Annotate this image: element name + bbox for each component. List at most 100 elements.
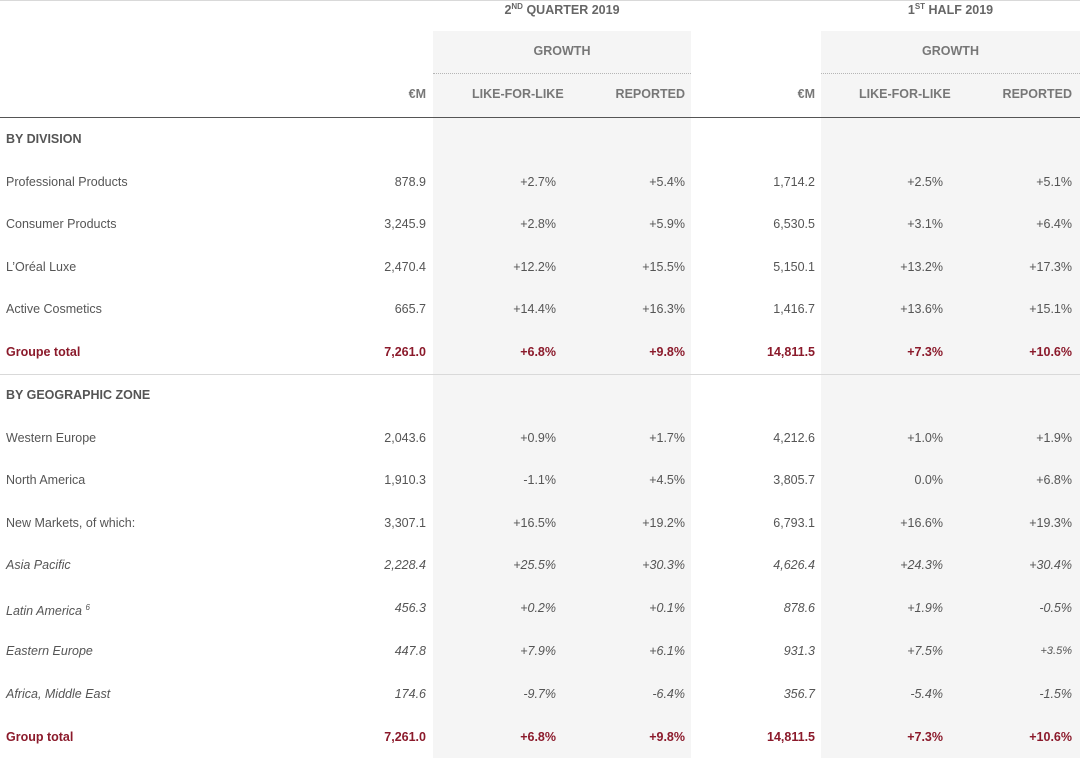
q2-em-cell: 2,043.6 [384,431,426,445]
q2-lfl-cell: -9.7% [523,687,556,701]
h1-growth-divider [821,73,1080,74]
table-row: Consumer Products 3,245.9 +2.8% +5.9% 6,… [0,214,1080,234]
q2-lfl-column-header: LIKE-FOR-LIKE [472,87,564,101]
row-label: Groupe total [6,345,81,359]
h1-lfl-cell: +16.6% [900,516,943,530]
section-heading-geographic-zone: BY GEOGRAPHIC ZONE [0,385,1080,405]
q2-lfl-cell: +14.4% [513,302,556,316]
table-row: Eastern Europe 447.8 +7.9% +6.1% 931.3 +… [0,641,1080,661]
h1-em-cell: 3,805.7 [773,473,815,487]
q2-reported-cell: +5.4% [649,175,685,189]
h1-em-cell: 1,416.7 [773,302,815,316]
table-row: Active Cosmetics 665.7 +14.4% +16.3% 1,4… [0,299,1080,319]
q2-em-cell: 174.6 [394,687,426,701]
q2-growth-header: GROWTH [533,44,591,58]
h1-reported-cell: -0.5% [1039,601,1072,615]
h1-em-cell: 4,626.4 [773,558,815,572]
h1-lfl-cell: +1.9% [907,601,943,615]
h1-period-number: 1 [907,3,915,18]
q2-em-column-header: €M [408,87,426,101]
q2-reported-cell: +1.7% [649,431,685,445]
q2-em-cell: 456.3 [394,601,426,615]
q2-lfl-cell: +12.2% [513,260,556,274]
table-row: L’Oréal Luxe 2,470.4 +12.2% +15.5% 5,150… [0,257,1080,277]
h1-reported-cell: +5.1% [1036,175,1072,189]
header-rule [0,117,1080,118]
h1-em-cell: 6,793.1 [773,516,815,530]
h1-reported-cell: +6.8% [1036,473,1072,487]
q2-em-cell: 447.8 [394,644,426,658]
q2-em-cell: 2,470.4 [384,260,426,274]
h1-em-cell: 5,150.1 [773,260,815,274]
h1-em-cell: 356.7 [783,687,815,701]
h1-em-cell: 14,811.5 [767,730,815,744]
row-label: Consumer Products [6,217,117,231]
q2-period-suffix: ND [511,2,523,11]
q2-reported-cell: -6.4% [652,687,685,701]
h1-shaded-column [821,31,1080,758]
row-label: L’Oréal Luxe [6,260,77,274]
q2-period-number: 2 [504,3,512,18]
h1-em-column-header: €M [797,87,815,101]
total-row: Group total 7,261.0 +6.8% +9.8% 14,811.5… [0,727,1080,747]
row-label: Professional Products [6,175,128,189]
h1-em-cell: 1,714.2 [773,175,815,189]
total-row: Groupe total 7,261.0 +6.8% +9.8% 14,811.… [0,342,1080,362]
section-heading-division: BY DIVISION [0,129,1080,149]
q2-reported-cell: +9.8% [649,730,685,744]
q2-em-cell: 878.9 [394,175,426,189]
h1-em-cell: 4,212.6 [773,431,815,445]
h1-lfl-cell: +2.5% [907,175,943,189]
q2-lfl-cell: +0.9% [520,431,556,445]
row-label: Active Cosmetics [6,302,102,316]
q2-em-cell: 7,261.0 [384,730,426,744]
h1-em-cell: 6,530.5 [773,217,815,231]
q2-reported-cell: +5.9% [649,217,685,231]
h1-reported-cell: +17.3% [1029,260,1072,274]
q2-lfl-cell: +25.5% [513,558,556,572]
q2-period-text: QUARTER 2019 [522,3,620,18]
row-label: North America [6,473,86,487]
table-row: Western Europe 2,043.6 +0.9% +1.7% 4,212… [0,428,1080,448]
table-row: Asia Pacific 2,228.4 +25.5% +30.3% 4,626… [0,555,1080,575]
q2-reported-column-header: REPORTED [615,87,685,101]
q2-reported-cell: +16.3% [642,302,685,316]
h1-lfl-cell: -5.4% [910,687,943,701]
h1-period-text: HALF 2019 [925,3,994,18]
q2-lfl-cell: +2.7% [520,175,556,189]
h1-reported-cell: +3.5% [1040,645,1073,657]
table-row: New Markets, of which: 3,307.1 +16.5% +1… [0,513,1080,533]
h1-em-cell: 14,811.5 [767,345,815,359]
row-label: Group total [6,730,74,744]
h1-reported-cell: +19.3% [1029,516,1072,530]
h1-lfl-cell: +7.3% [907,345,943,359]
row-label: Latin America [6,604,82,619]
q2-reported-cell: +4.5% [649,473,685,487]
h1-lfl-cell: +1.0% [907,431,943,445]
q2-em-cell: 3,245.9 [384,217,426,231]
row-label: New Markets, of which: [6,516,136,530]
h1-lfl-cell: +13.2% [900,260,943,274]
table-row: Latin America 6 456.3 +0.2% +0.1% 878.6 … [0,598,1080,618]
h1-lfl-cell: +3.1% [907,217,943,231]
table-row: North America 1,910.3 -1.1% +4.5% 3,805.… [0,470,1080,490]
q2-lfl-cell: +0.2% [520,601,556,615]
row-label: Eastern Europe [6,644,93,658]
q2-em-cell: 7,261.0 [384,345,426,359]
q2-lfl-cell: +7.9% [520,644,556,658]
q2-reported-cell: +9.8% [649,345,685,359]
h1-reported-cell: +10.6% [1029,730,1072,744]
h1-reported-cell: +1.9% [1036,431,1072,445]
h1-reported-column-header: REPORTED [1002,87,1072,101]
q2-em-cell: 3,307.1 [384,516,426,530]
row-label: Africa, Middle East [6,687,111,701]
q2-lfl-cell: +16.5% [513,516,556,530]
q2-period-header: 2ND QUARTER 2019 [433,2,691,17]
row-label: Asia Pacific [6,558,71,572]
footnote-marker: 6 [85,603,90,612]
h1-em-cell: 878.6 [783,601,815,615]
row-label: Western Europe [6,431,97,445]
q2-lfl-cell: +6.8% [520,345,556,359]
table-row: Professional Products 878.9 +2.7% +5.4% … [0,172,1080,192]
